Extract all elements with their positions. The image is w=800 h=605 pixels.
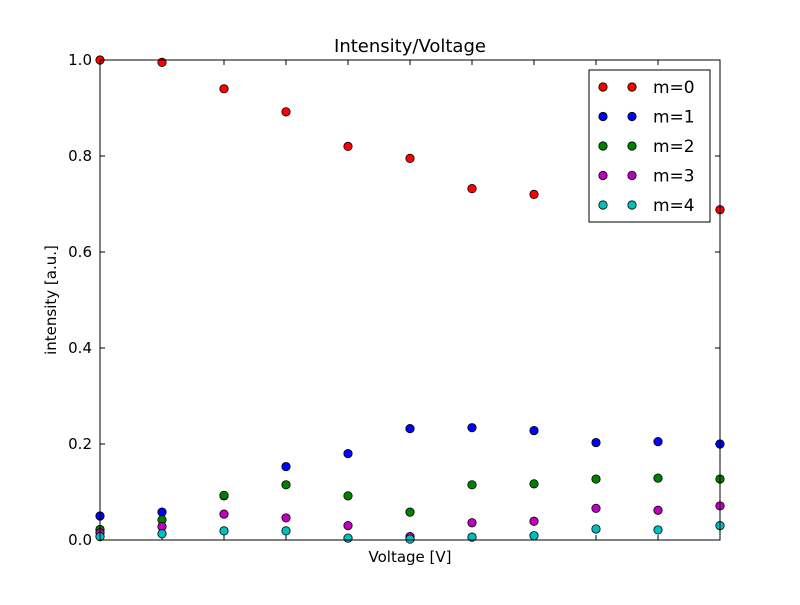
data-point [529, 189, 539, 199]
legend-label: m=2 [653, 137, 695, 157]
y-tick-label: 0.8 [68, 147, 92, 165]
y-tick-label: 1.0 [68, 51, 92, 69]
data-point [591, 437, 601, 448]
legend-marker [598, 111, 608, 122]
data-point [405, 534, 415, 544]
data-point [529, 516, 539, 526]
legend-marker [627, 200, 637, 210]
data-point [281, 526, 291, 536]
data-point [281, 461, 291, 472]
legend-marker [598, 82, 608, 92]
data-point [653, 436, 663, 447]
legend-marker [598, 141, 608, 151]
legend-item: m=1 [598, 108, 695, 128]
data-point [653, 525, 663, 535]
y-tick-label: 0.0 [68, 531, 92, 549]
legend-marker [598, 170, 608, 181]
legend-marker [627, 82, 637, 92]
data-point [281, 513, 291, 523]
data-point [219, 490, 229, 500]
data-point [405, 153, 415, 163]
y-tick-label: 0.4 [68, 339, 92, 357]
y-axis-label: intensity [a.u.] [42, 245, 60, 355]
legend-item: m=2 [598, 137, 695, 157]
y-tick-label: 0.6 [68, 243, 92, 261]
legend-label: m=1 [653, 108, 695, 128]
data-point [343, 533, 353, 543]
legend-marker [627, 141, 637, 151]
data-point [343, 520, 353, 531]
data-point [219, 526, 229, 536]
legend-box [588, 69, 711, 223]
data-point [467, 480, 477, 490]
data-point [281, 107, 291, 117]
data-point [529, 425, 539, 436]
data-point [529, 479, 539, 489]
data-point [467, 532, 477, 542]
data-point [653, 473, 663, 483]
data-point [157, 57, 167, 68]
chart-title: Intensity/Voltage [334, 36, 486, 57]
data-point [281, 480, 291, 490]
data-point [157, 529, 167, 539]
x-axis-label: Voltage [V] [369, 548, 452, 566]
legend-item: m=4 [598, 196, 695, 216]
data-point [219, 509, 229, 519]
legend-marker [598, 200, 608, 210]
data-point [591, 524, 601, 534]
y-tick-label: 0.2 [68, 435, 92, 453]
data-point [467, 184, 477, 194]
data-point [219, 84, 229, 94]
data-point [157, 507, 167, 517]
legend: m=0 m=1 m=2 m=3 m=4 [588, 69, 711, 223]
data-point [529, 531, 539, 541]
series-m=2 [95, 473, 725, 535]
data-point [467, 423, 477, 433]
data-point [405, 507, 415, 517]
legend-marker [627, 111, 637, 122]
plot-area-frame [99, 59, 721, 541]
legend-label: m=0 [653, 78, 695, 98]
legend-item: m=0 [598, 78, 695, 98]
data-point [467, 518, 477, 528]
series-m=4 [95, 520, 725, 544]
legend-label: m=3 [653, 167, 695, 187]
data-point [591, 503, 601, 513]
data-point [343, 448, 353, 459]
data-point [343, 141, 353, 151]
legend-marker [627, 170, 637, 181]
legend-label: m=4 [653, 196, 695, 216]
data-point [343, 491, 353, 501]
data-point [591, 474, 601, 484]
legend-item: m=3 [598, 167, 695, 187]
data-point [405, 424, 415, 434]
data-point [653, 505, 663, 515]
